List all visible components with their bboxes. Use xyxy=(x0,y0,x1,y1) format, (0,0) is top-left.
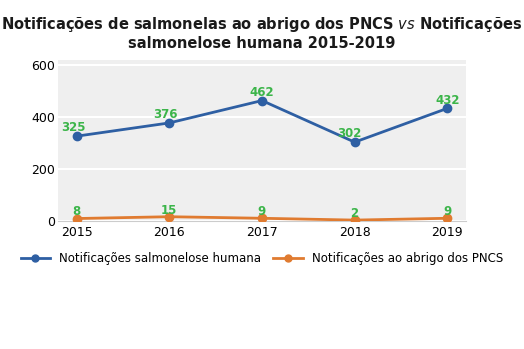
Text: 462: 462 xyxy=(250,86,274,99)
Legend: Notificações salmonelose humana, Notificações ao abrigo dos PNCS: Notificações salmonelose humana, Notific… xyxy=(16,247,508,269)
Text: 376: 376 xyxy=(154,108,178,121)
Title: Notificações de salmonelas ao abrigo dos PNCS $\it{vs}$ Notificações
salmonelose: Notificações de salmonelas ao abrigo dos… xyxy=(2,15,522,51)
Text: 325: 325 xyxy=(61,121,85,134)
Text: 8: 8 xyxy=(72,206,81,218)
Text: 9: 9 xyxy=(258,205,266,218)
Text: 9: 9 xyxy=(443,205,452,218)
Text: 15: 15 xyxy=(161,203,178,217)
Text: 302: 302 xyxy=(337,127,361,140)
Text: 432: 432 xyxy=(435,94,460,107)
Text: 2: 2 xyxy=(351,207,359,220)
